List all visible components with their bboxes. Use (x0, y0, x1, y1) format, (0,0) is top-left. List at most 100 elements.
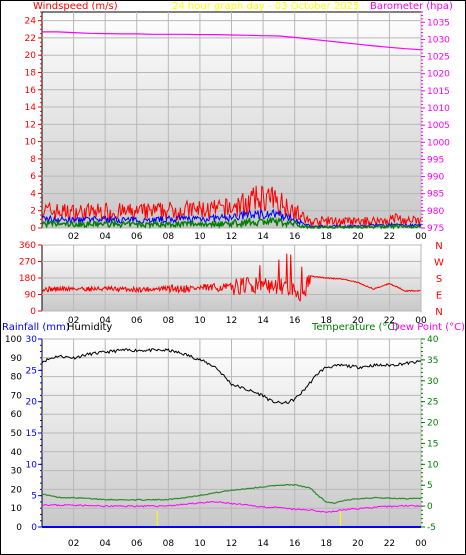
x-tick-label: 22 (384, 316, 395, 326)
wind-direction-line (41, 253, 421, 302)
humidity-axis-label: Humidity (67, 322, 112, 333)
rain-tick-label: 25 (26, 366, 37, 376)
humidity-tick-label: 10 (11, 504, 23, 514)
baro-tick-label: 1000 (427, 138, 450, 148)
compass-label: W (434, 258, 444, 269)
x-tick-label: 12 (226, 316, 237, 326)
temp-tick-label: 15 (427, 439, 438, 449)
temp-tick-label: 0 (427, 502, 433, 512)
pressure-line (42, 31, 422, 51)
wind-tick-label: 0 (30, 224, 36, 234)
x-tick-label: 16 (289, 316, 301, 326)
x-tick-label: 00 (415, 316, 427, 326)
baro-tick-label: 990 (427, 173, 444, 183)
x-tick-label: 00 (415, 232, 427, 242)
x-tick-label: 18 (321, 232, 333, 242)
humidity-temp-series (41, 348, 422, 528)
wind-tick-label: 24 (25, 17, 37, 27)
humidity-tick-label: 20 (11, 485, 23, 495)
wind-tick-label: 20 (25, 51, 37, 61)
direction-tick-label: 180 (19, 274, 36, 284)
temp-tick-label: 40 (427, 335, 439, 345)
baro-tick-label: 1015 (427, 87, 450, 97)
x-tick-label: 02 (68, 316, 79, 326)
baro-tick-label: 1005 (427, 121, 450, 131)
baro-tick-label: 975 (427, 224, 444, 234)
x-tick-label: 06 (131, 316, 143, 326)
gust-line (41, 185, 422, 228)
x-tick-label: 04 (99, 316, 111, 326)
baro-tick-label: 995 (427, 155, 444, 165)
wind-green-line (41, 216, 422, 230)
temp-tick-label: 30 (427, 377, 439, 387)
compass-label: E (436, 291, 442, 302)
compass-label: S (436, 274, 442, 285)
direction-tick-label: 270 (19, 258, 36, 268)
windspeed-axis-label: Windspeed (m/s) (33, 1, 118, 12)
baro-tick-label: 985 (427, 190, 444, 200)
humidity-tick-label: 70 (11, 391, 23, 401)
direction-series (41, 253, 421, 302)
x-tick-label: 00 (415, 539, 427, 549)
x-tick-label: 18 (321, 316, 333, 326)
rain-tick-label: 10 (26, 460, 38, 470)
x-tick-label: 16 (289, 539, 301, 549)
average-wind-line (41, 208, 422, 229)
compass-label: N (435, 241, 442, 252)
temp-tick-label: 20 (427, 419, 439, 429)
humidity-tick-label: 40 (11, 448, 23, 458)
x-tick-label: 02 (68, 539, 79, 549)
x-tick-label: 12 (226, 232, 237, 242)
temperature-axis-label: Temperature (°C) (311, 322, 398, 333)
humidity-temp-ticks: 0102030405060708090100051015202530-50510… (5, 335, 439, 549)
direction-tick-label: 90 (25, 291, 37, 301)
wind-tick-label: 16 (25, 86, 37, 96)
direction-tick-label: 360 (19, 241, 36, 251)
dewpoint-axis-label: Dew Point (°C) (392, 322, 465, 333)
temp-tick-label: 5 (427, 481, 433, 491)
temp-tick-label: 25 (427, 398, 438, 408)
wind-pressure-ticks: 0246810121416182022249759809859909951000… (25, 11, 450, 242)
graph-title: 24 hour graph day - 03 October 2025 (172, 1, 359, 12)
wind-tick-label: 18 (25, 68, 37, 78)
x-tick-label: 06 (131, 232, 143, 242)
baro-tick-label: 1035 (427, 18, 450, 28)
wind-tick-label: 12 (25, 120, 36, 130)
baro-tick-label: 1030 (427, 35, 450, 45)
baro-tick-label: 1025 (427, 53, 450, 63)
rainfall-axis-label: Rainfall (mm) (2, 322, 70, 333)
barometer-axis-label: Barometer (hpa) (370, 1, 453, 12)
x-tick-label: 20 (352, 232, 364, 242)
x-tick-label: 04 (99, 232, 111, 242)
baro-tick-label: 980 (427, 207, 444, 217)
wind-tick-label: 4 (30, 189, 36, 199)
wind-tick-label: 2 (30, 207, 36, 217)
rain-tick-label: 0 (31, 523, 37, 533)
humidity-line (41, 348, 422, 405)
humidity-tick-label: 60 (11, 410, 23, 420)
x-tick-label: 16 (289, 232, 301, 242)
humidity-tick-label: 100 (5, 335, 22, 345)
wind-tick-label: 6 (30, 172, 36, 182)
x-tick-label: 14 (257, 539, 269, 549)
temp-tick-label: 10 (427, 460, 439, 470)
humidity-tick-label: 0 (16, 523, 22, 533)
rain-tick-label: 5 (31, 492, 37, 502)
compass-label: N (435, 307, 442, 318)
temp-tick-label: 35 (427, 356, 438, 366)
wind-tick-label: 22 (25, 34, 36, 44)
baro-tick-label: 1020 (427, 70, 450, 80)
temperature-line (42, 483, 422, 505)
wind-tick-label: 10 (25, 138, 37, 148)
wind-tick-label: 14 (25, 103, 37, 113)
x-tick-label: 06 (131, 539, 143, 549)
rain-tick-label: 15 (26, 429, 37, 439)
humidity-tick-label: 90 (11, 354, 23, 364)
x-tick-label: 04 (99, 539, 111, 549)
x-tick-label: 14 (257, 232, 269, 242)
x-tick-label: 02 (68, 232, 79, 242)
rain-tick-label: 30 (26, 335, 38, 345)
x-tick-label: 22 (384, 232, 395, 242)
